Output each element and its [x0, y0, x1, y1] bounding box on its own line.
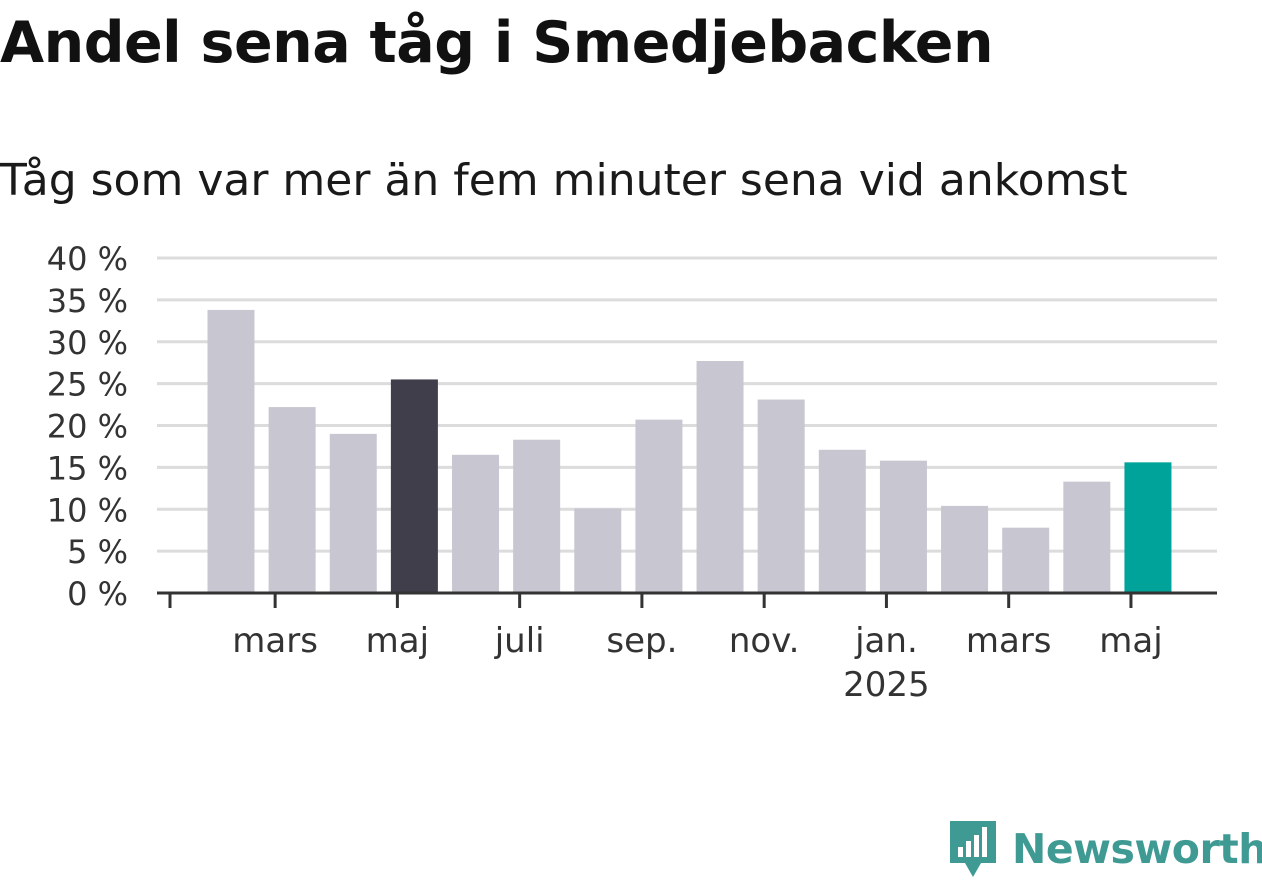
x-tick-year-label: 2025	[843, 665, 930, 705]
newsworthy-logo-icon	[948, 819, 998, 879]
bar-2024-07	[513, 440, 560, 593]
bar-2024-04	[330, 434, 377, 593]
bar-2025-02	[941, 506, 988, 593]
bar-2024-03	[269, 407, 316, 593]
bar-2025-05	[1124, 462, 1171, 593]
bar-2024-06	[452, 455, 499, 593]
y-tick-label: 10 %	[47, 491, 128, 529]
y-tick-label: 0 %	[67, 575, 128, 613]
bar-2024-12	[819, 450, 866, 593]
x-tick-label: mars	[232, 621, 318, 661]
x-tick-label: jan.	[854, 621, 918, 661]
bar-2024-02	[208, 310, 255, 593]
y-tick-label: 40 %	[47, 240, 128, 278]
bar-2024-09	[635, 420, 682, 593]
y-tick-labels: 0 % 5 % 10 % 15 %20 % 25 % 30 % 35 % 40 %	[47, 240, 128, 613]
bar-2024-05	[391, 379, 438, 593]
y-tick-label: 5 %	[67, 533, 128, 571]
y-tick-label: 25 %	[47, 366, 128, 404]
y-tick-label: 30 %	[47, 324, 128, 362]
y-tick-label: 15 %	[47, 449, 128, 487]
y-tick-label: 20 %	[47, 408, 128, 446]
x-tick-label: sep.	[606, 621, 677, 661]
gridlines	[157, 258, 1217, 551]
x-axis	[157, 593, 1217, 608]
bar-2024-11	[758, 400, 805, 593]
newsworthy-logo: Newsworthy	[948, 818, 1262, 880]
x-tick-label: nov.	[729, 621, 800, 661]
bar-2024-08	[574, 508, 621, 593]
x-tick-label: mars	[966, 621, 1052, 661]
bar-2025-01	[880, 461, 927, 593]
x-tick-label: maj	[366, 621, 429, 661]
x-tick-label: maj	[1099, 621, 1162, 661]
bar-2024-10	[697, 361, 744, 593]
y-tick-label: 35 %	[47, 282, 128, 320]
x-tick-labels: mars maj juli sep. nov. jan.2025 mars maj	[232, 621, 1162, 705]
x-tick-label: juli	[494, 621, 545, 661]
bar-2025-03	[1002, 528, 1049, 593]
bar-2025-04	[1063, 482, 1110, 593]
logo-text: Newsworthy	[1012, 825, 1262, 873]
